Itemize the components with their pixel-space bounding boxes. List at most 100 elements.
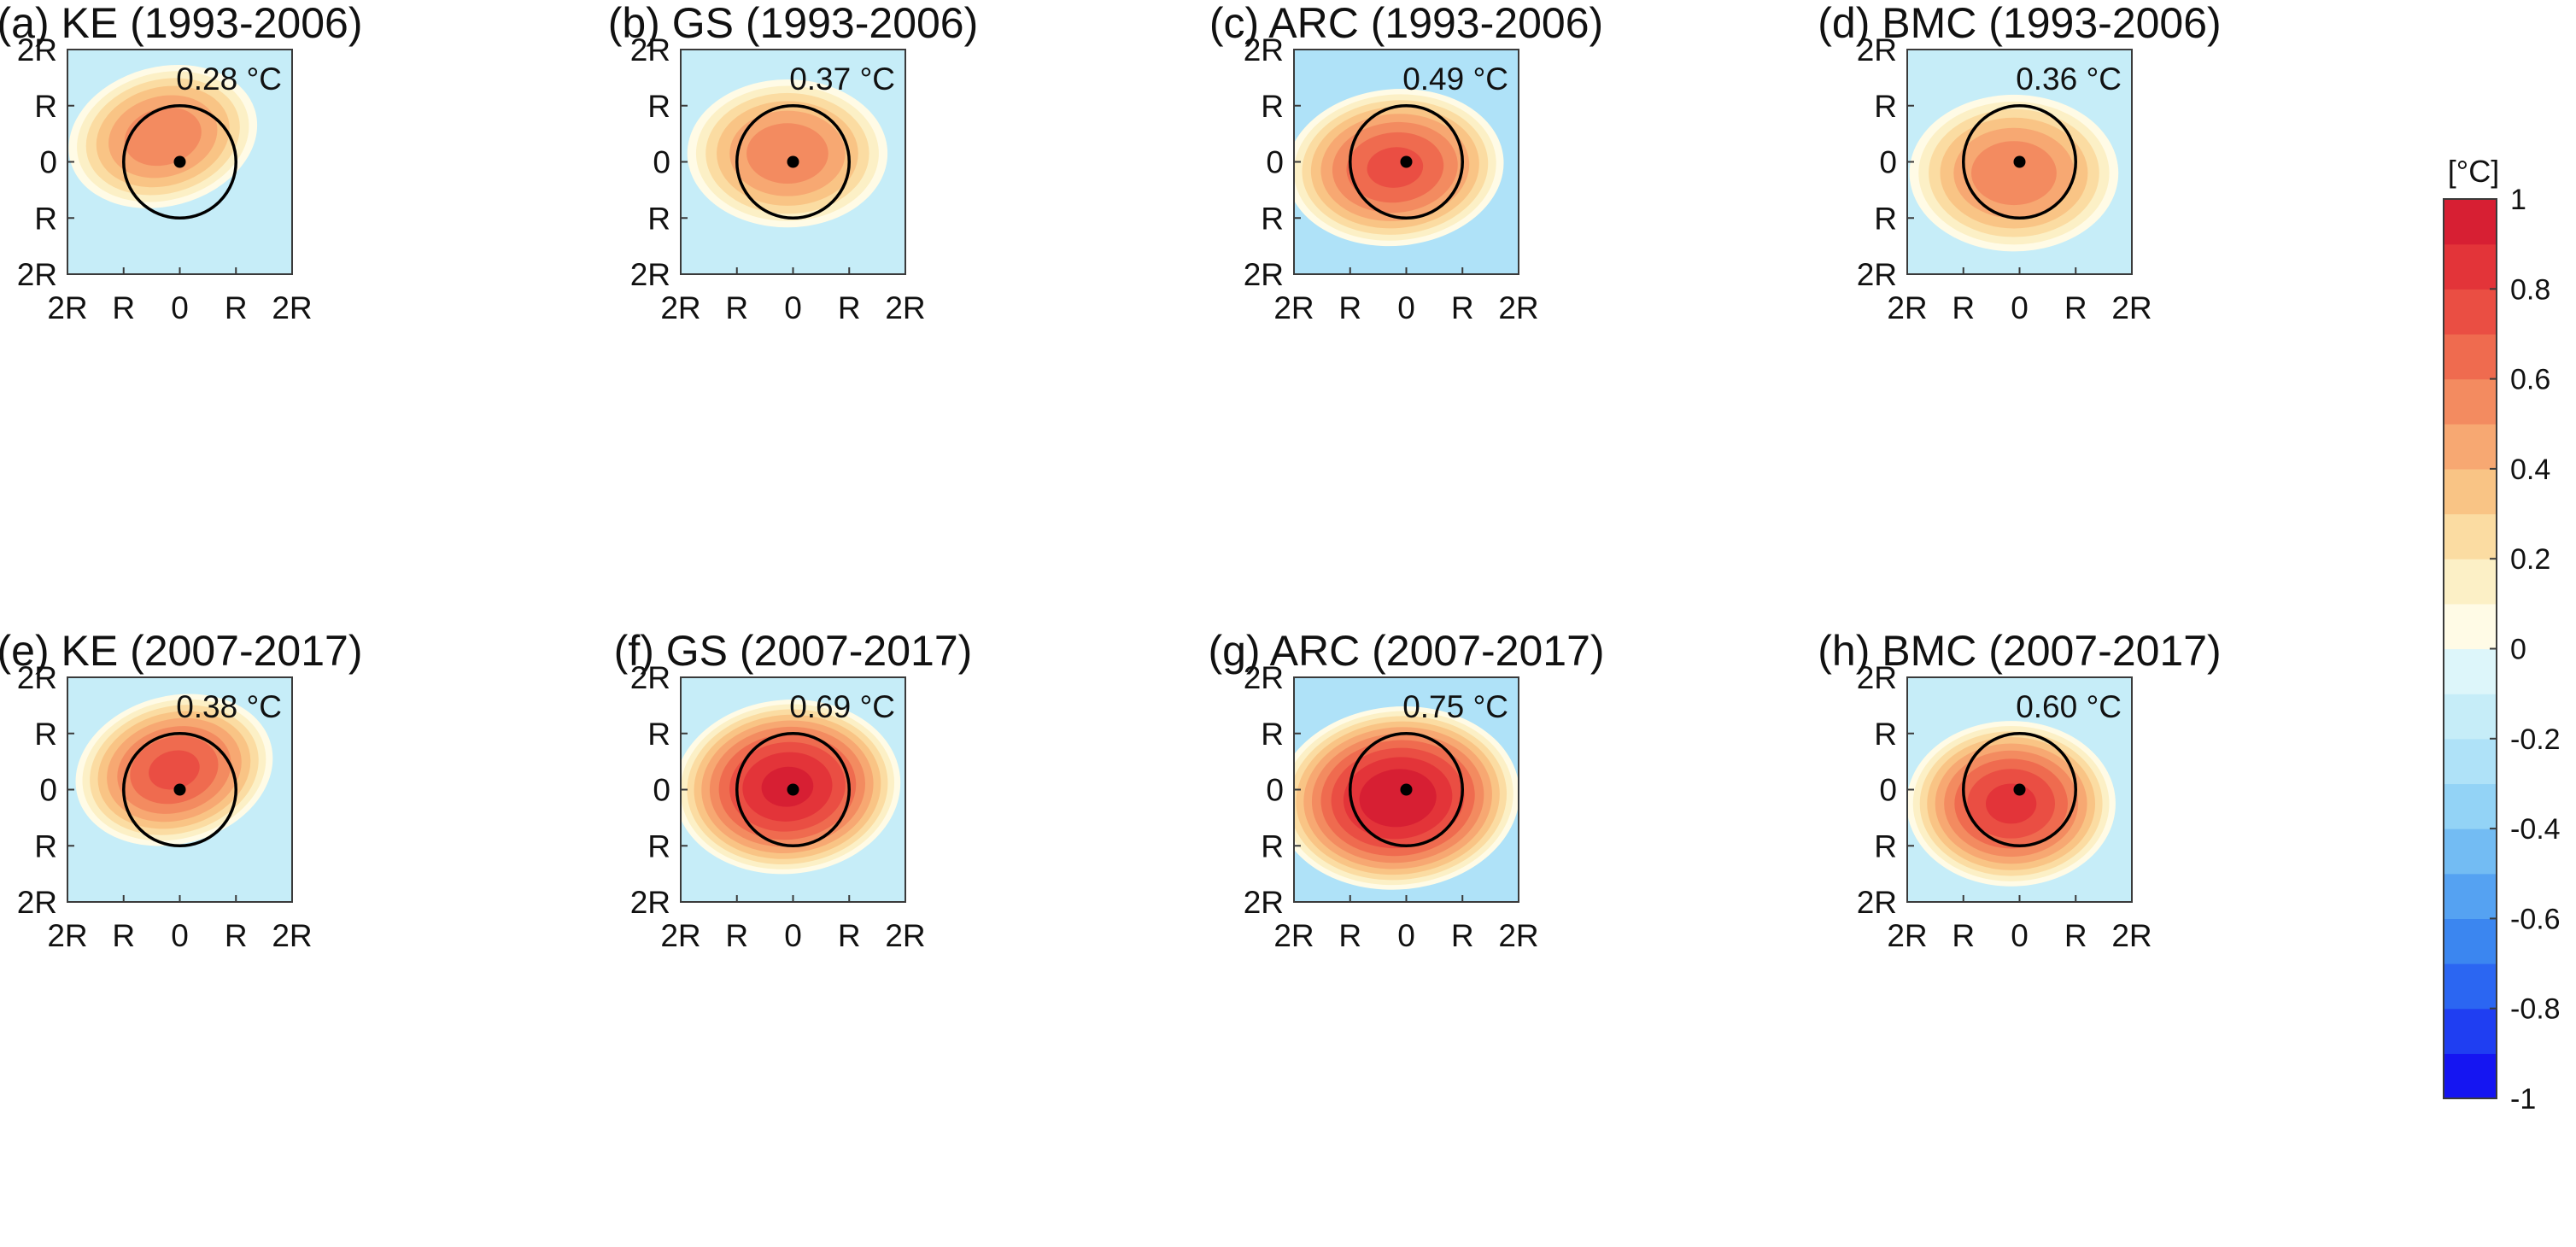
y-tick-label: 0 — [39, 145, 57, 180]
max-anomaly-value: 0.37 °C — [789, 61, 895, 97]
x-tick-label: R — [1952, 918, 1975, 953]
y-tick-label: 2R — [1857, 660, 1897, 695]
colorbar-segment — [2444, 424, 2497, 470]
eddy-radius-circle — [122, 732, 237, 847]
contour-level — [1970, 141, 2057, 206]
y-tick-label: R — [647, 717, 670, 752]
y-tick-label: 2R — [630, 32, 670, 67]
x-tick-label: 0 — [1397, 290, 1415, 325]
y-tick-label: 2R — [17, 32, 57, 67]
colorbar: 1 0.8 0.6 0.4 0.2 0 -0.2 -0.4 -0.6 -0.8 -1 [°C] — [2443, 154, 2561, 1115]
panel-title: (e) KE (2007-2017) — [0, 627, 363, 675]
panel-title: (c) ARC (1993-2006) — [1209, 0, 1603, 47]
x-tick-label: 0 — [171, 918, 189, 953]
colorbar-segment — [2444, 963, 2497, 1010]
y-tick-label: 2R — [1857, 257, 1897, 292]
max-anomaly-value: 0.28 °C — [176, 61, 282, 97]
eddy-center-dot — [1400, 783, 1413, 796]
colorbar-segment — [2444, 1008, 2497, 1054]
y-tick-label: 0 — [653, 773, 670, 808]
contour-level — [124, 107, 202, 167]
y-tick-label: R — [1874, 201, 1897, 236]
x-tick-label: 2R — [1887, 290, 1927, 325]
x-tick-label: 2R — [272, 918, 312, 953]
x-tick-label: R — [2064, 918, 2087, 953]
y-tick-label: 2R — [1244, 660, 1284, 695]
colorbar-tick-label: 0.6 — [2510, 364, 2550, 396]
eddy-radius-circle — [1349, 732, 1464, 847]
eddy-center-dot — [173, 155, 186, 168]
x-tick-label: 2R — [885, 290, 925, 325]
y-tick-label: R — [1874, 828, 1897, 864]
colorbar-tick-label: 0 — [2510, 634, 2526, 666]
colorbar-segment — [2444, 199, 2497, 245]
x-tick-label: R — [112, 290, 135, 325]
eddy-radius-circle — [1349, 104, 1464, 220]
y-tick-label: 0 — [1879, 145, 1897, 180]
y-tick-label: 2R — [630, 885, 670, 920]
eddy-center-dot — [787, 155, 799, 168]
contour-level — [149, 750, 200, 790]
x-tick-label: R — [1338, 918, 1361, 953]
y-tick-label: 0 — [653, 145, 670, 180]
colorbar-tick-label: -0.2 — [2510, 723, 2561, 756]
colorbar-segment — [2444, 289, 2497, 335]
y-tick-label: R — [1874, 717, 1897, 752]
max-anomaly-value: 0.38 °C — [176, 689, 282, 724]
x-tick-label: R — [112, 918, 135, 953]
eddy-radius-circle — [735, 732, 851, 847]
eddy-center-dot — [173, 783, 186, 796]
y-tick-label: R — [647, 89, 670, 124]
y-tick-label: R — [34, 717, 57, 752]
colorbar-segment — [2444, 1053, 2497, 1099]
y-tick-label: R — [1261, 717, 1284, 752]
anomaly-field — [1294, 50, 1519, 274]
x-tick-label: 0 — [784, 290, 802, 325]
y-tick-label: R — [34, 89, 57, 124]
x-tick-label: R — [838, 290, 861, 325]
colorbar-segment — [2444, 603, 2497, 650]
eddy-center-dot — [2013, 783, 2026, 796]
panel-title: (a) KE (1993-2006) — [0, 0, 363, 47]
x-tick-label: 2R — [1498, 290, 1538, 325]
y-tick-label: R — [647, 201, 670, 236]
colorbar-segment — [2444, 873, 2497, 919]
colorbar-tick-label: 0.8 — [2510, 273, 2550, 306]
colorbar-tick-label: -0.8 — [2510, 993, 2561, 1026]
y-tick-label: 0 — [1879, 773, 1897, 808]
y-tick-label: R — [34, 201, 57, 236]
x-tick-label: R — [225, 918, 248, 953]
x-tick-label: 2R — [1273, 290, 1314, 325]
y-tick-label: R — [647, 828, 670, 864]
colorbar-tick-label: -0.6 — [2510, 903, 2561, 935]
max-anomaly-value: 0.69 °C — [789, 689, 895, 724]
y-tick-label: 2R — [630, 660, 670, 695]
eddy-center-dot — [787, 783, 799, 796]
eddy-radius-circle — [735, 104, 851, 220]
y-tick-label: 2R — [17, 885, 57, 920]
panel-title: (h) BMC (2007-2017) — [1818, 627, 2221, 675]
x-tick-label: 2R — [47, 918, 87, 953]
y-tick-label: 2R — [17, 660, 57, 695]
y-tick-label: 0 — [1266, 145, 1284, 180]
colorbar-segment — [2444, 738, 2497, 785]
colorbar-tick-label: 0.4 — [2510, 454, 2550, 486]
x-tick-label: 2R — [272, 290, 312, 325]
x-tick-label: R — [1451, 290, 1474, 325]
max-anomaly-value: 0.49 °C — [1402, 61, 1508, 97]
contour-level — [1359, 769, 1437, 828]
panel-title: (d) BMC (1993-2006) — [1818, 0, 2221, 47]
x-tick-label: R — [1338, 290, 1361, 325]
eddy-radius-circle — [122, 104, 237, 220]
y-tick-label: R — [1261, 828, 1284, 864]
x-tick-label: R — [225, 290, 248, 325]
y-tick-label: 0 — [39, 773, 57, 808]
y-tick-label: R — [1261, 201, 1284, 236]
contour-level — [746, 123, 828, 184]
max-anomaly-value: 0.36 °C — [2016, 61, 2122, 97]
